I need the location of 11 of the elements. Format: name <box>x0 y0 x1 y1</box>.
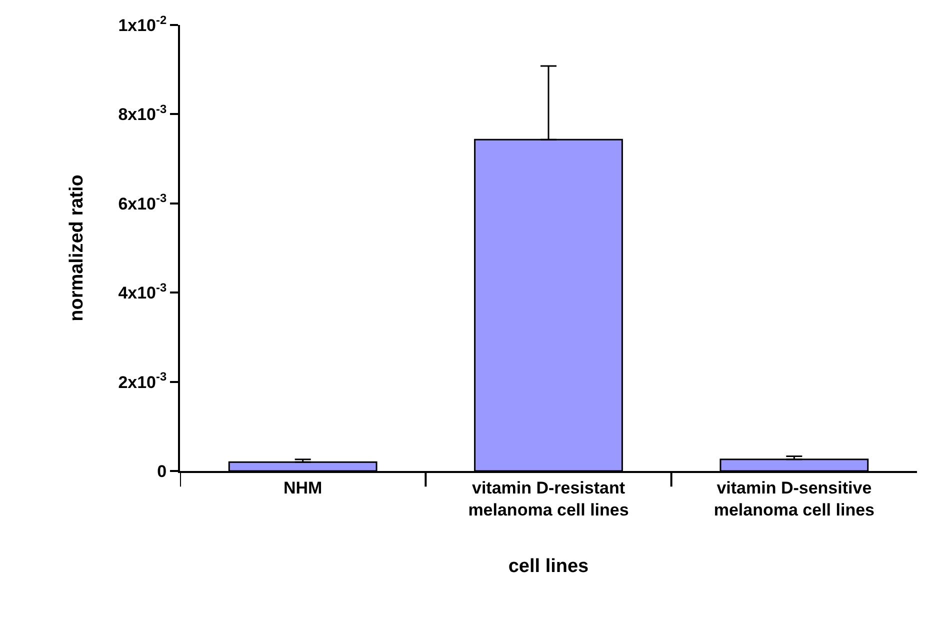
y-tick-label: 6x10$^{-3}$ <box>118 191 167 214</box>
x-tick-label: NHM <box>283 478 322 498</box>
x-tick-label: vitamin D-sensitive melanoma cell lines <box>714 478 874 520</box>
x-tick-label: vitamin D-resistant melanoma cell lines <box>468 478 629 520</box>
y-tick-label: 0 <box>157 462 167 481</box>
y-tick-label: 1x10$^{-2}$ <box>118 12 167 35</box>
x-axis-title: cell lines <box>508 556 589 577</box>
y-tick-label: 4x10$^{-3}$ <box>118 280 167 303</box>
y-tick-label: 2x10$^{-3}$ <box>118 370 167 392</box>
y-tick-label: 8x10$^{-3}$ <box>118 102 167 124</box>
y-axis-title: normalized ratio <box>66 174 88 322</box>
